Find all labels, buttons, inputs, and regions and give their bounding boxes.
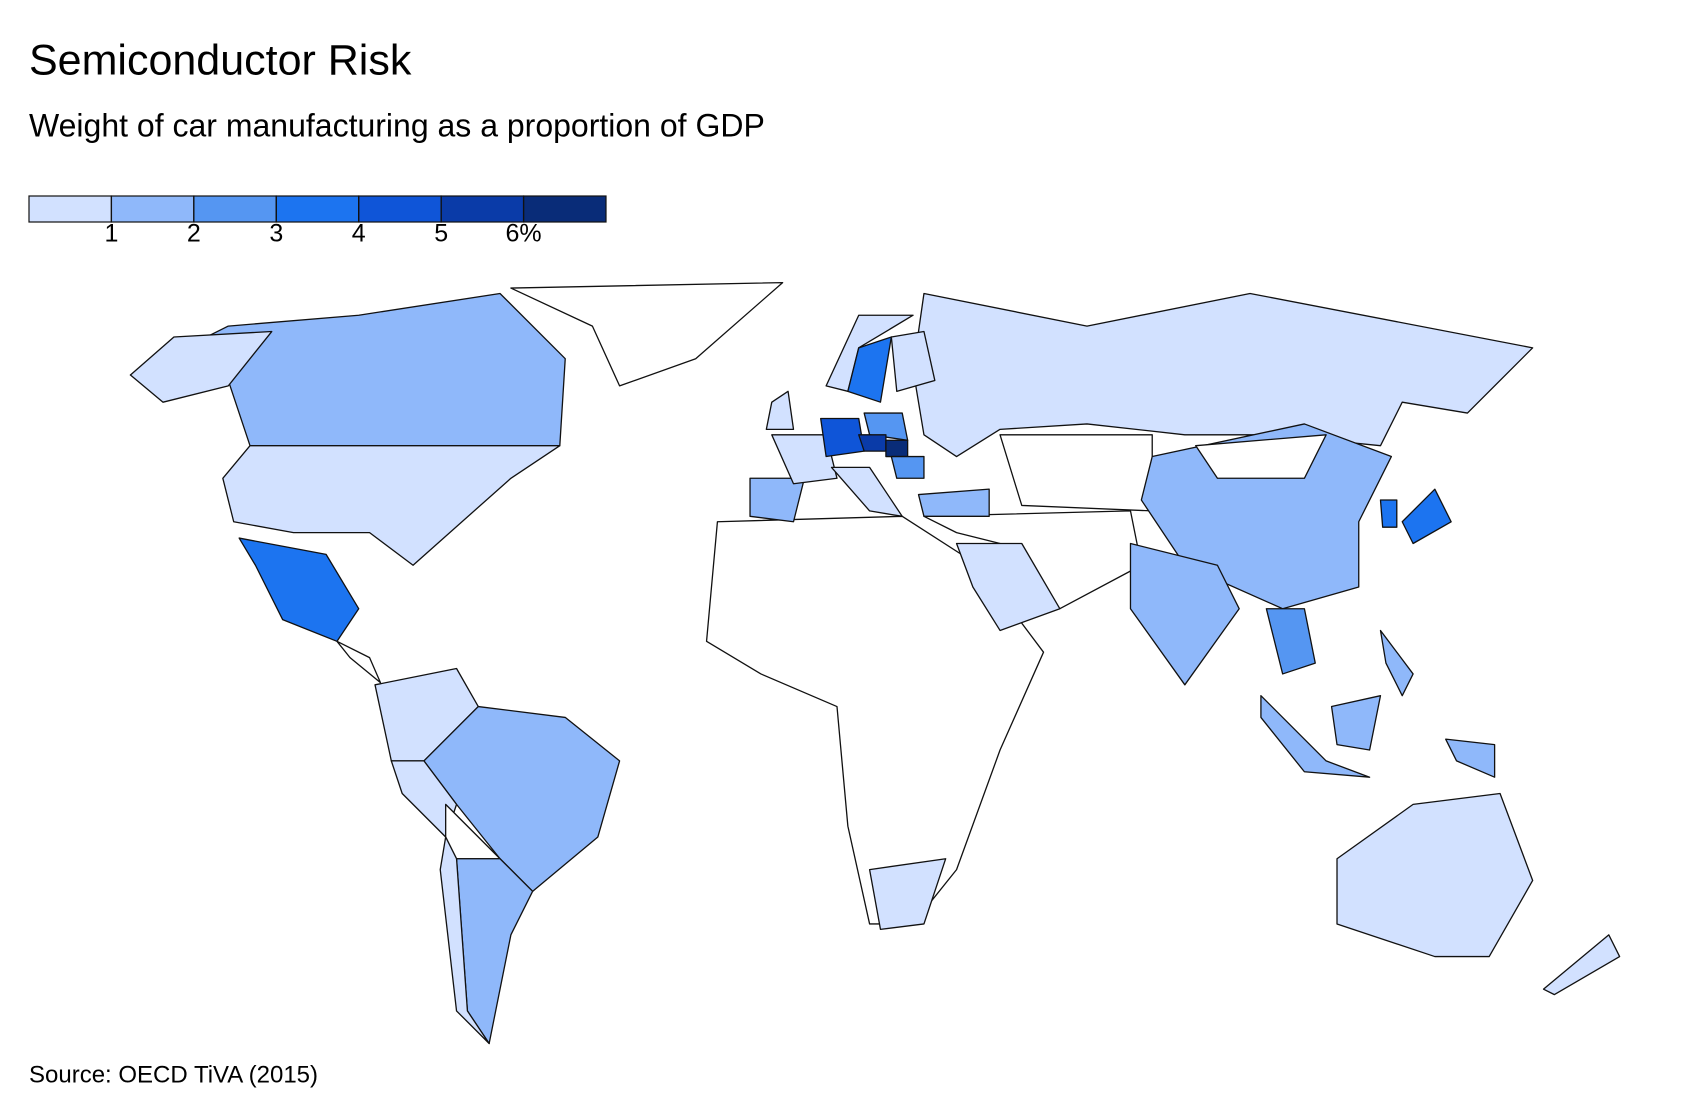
region: [917, 488, 990, 517]
region: [336, 640, 382, 684]
region: [890, 330, 936, 392]
region: [1542, 934, 1621, 996]
region: [1379, 499, 1398, 528]
region: [1445, 738, 1496, 778]
region: [765, 390, 795, 431]
chart-subtitle: Weight of car manufacturing as a proport…: [29, 107, 765, 143]
region: [1195, 434, 1327, 479]
world-map: [129, 281, 1621, 1045]
region: [510, 281, 784, 387]
legend-swatch: [522, 195, 607, 223]
region: [1336, 792, 1534, 958]
region: [1379, 629, 1414, 697]
chart-title: Semiconductor Risk: [29, 36, 412, 84]
region: [439, 836, 490, 1045]
region: [222, 445, 561, 566]
region: [423, 705, 621, 892]
region: [858, 434, 887, 452]
legend-swatch: [358, 195, 442, 223]
legend-swatch: [110, 195, 195, 223]
region: [890, 455, 925, 479]
region: [868, 858, 947, 931]
region: [912, 292, 1534, 458]
legend-tick-label: 2: [187, 220, 201, 248]
region: [129, 292, 566, 447]
legend-tick-label: 4: [352, 220, 366, 248]
legend: 1 2 3 4 5 6%: [28, 195, 607, 248]
region: [885, 439, 909, 458]
region: [830, 466, 903, 517]
legend-tick-label: 5: [434, 220, 448, 248]
legend-tick-label: 6%: [506, 220, 542, 248]
legend-swatch: [275, 195, 360, 223]
region: [1330, 695, 1382, 751]
region: [1260, 695, 1371, 778]
region: [820, 417, 865, 458]
region: [129, 330, 273, 403]
legend-tick-label: 1: [104, 220, 118, 248]
legend-tick-label: 3: [269, 220, 283, 248]
region: [1401, 488, 1452, 545]
region: [771, 434, 838, 485]
region: [999, 434, 1153, 512]
region: [238, 537, 360, 642]
source-note: Source: OECD TiVA (2015): [29, 1061, 318, 1088]
region: [1265, 608, 1316, 675]
region: [1129, 542, 1240, 686]
region: [749, 477, 806, 523]
legend-swatch: [440, 195, 525, 223]
region: [825, 314, 914, 392]
region: [955, 542, 1061, 632]
legend-swatch: [28, 195, 113, 223]
legend-swatch: [193, 195, 277, 223]
